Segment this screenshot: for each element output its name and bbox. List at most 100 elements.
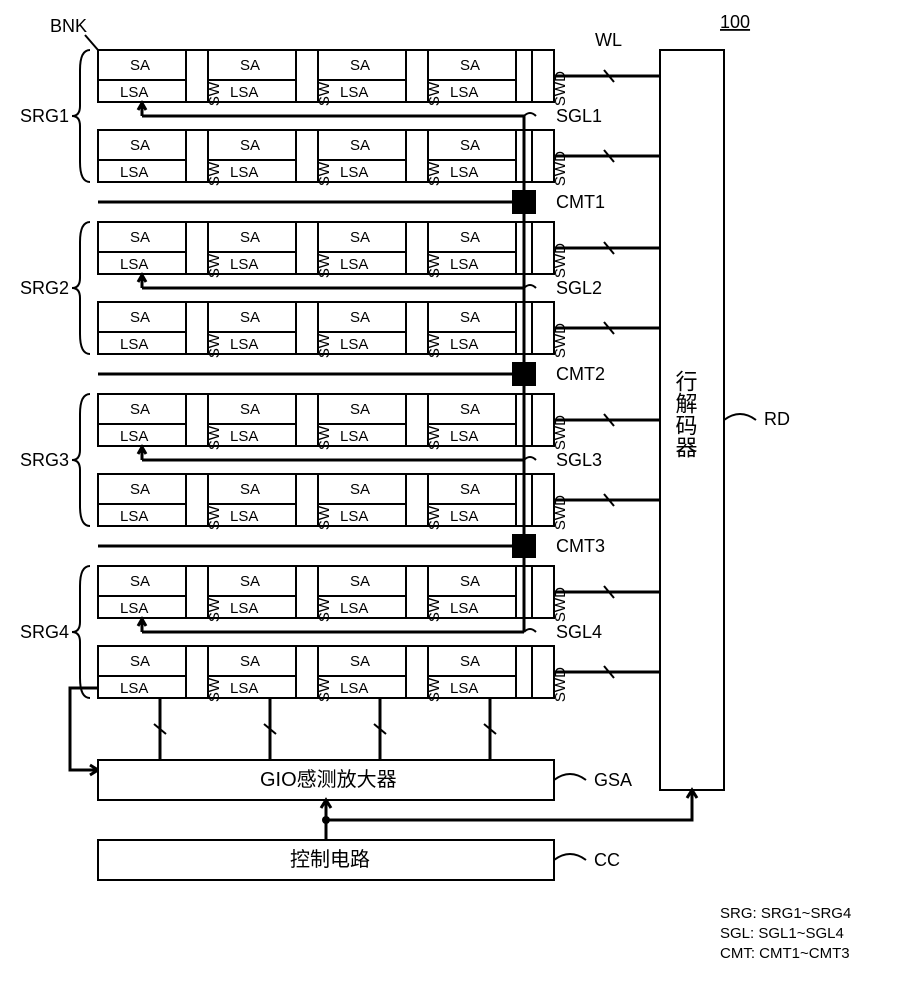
sa-cell: SA (460, 229, 480, 246)
subrow-8: SA SWD SA SWD SA SWD SA SWD LSA LSA LSA … (98, 646, 569, 702)
cc-label: CC (594, 850, 620, 870)
brace-srg1 (72, 50, 90, 182)
lsa-cell: LSA (120, 508, 148, 525)
lsa-cell: LSA (120, 256, 148, 273)
row-decoder-text: 行解码器 (673, 370, 698, 458)
srg2-label: SRG2 (20, 278, 69, 298)
subrow-2: SA SWD SA SWD SA SWD SA SWD LSA LSA LSA … (98, 130, 569, 186)
subrow-3: SA SWD SA SWD SA SWD SA SWD LSA LSA LSA … (98, 222, 569, 278)
sa-cell: SA (350, 57, 370, 74)
cmt3-label: CMT3 (556, 536, 605, 556)
lsa-cell: LSA (230, 84, 258, 101)
lsa-cell: LSA (340, 84, 368, 101)
lsa-cell: LSA (340, 164, 368, 181)
srg3-label: SRG3 (20, 450, 69, 470)
lsa-cell: LSA (450, 600, 478, 617)
brace-srg4 (72, 566, 90, 698)
lsa-cell: LSA (450, 680, 478, 697)
sa-cell: SA (130, 309, 150, 326)
sa-cell: SA (130, 401, 150, 418)
brace-srg3 (72, 394, 90, 526)
lsa-cell: LSA (340, 256, 368, 273)
lsa-cell: LSA (120, 428, 148, 445)
sa-cell: SA (460, 401, 480, 418)
sa-cell: SA (130, 481, 150, 498)
sa-cell: SA (460, 653, 480, 670)
lsa-cell: LSA (120, 336, 148, 353)
lsa-cell: LSA (450, 508, 478, 525)
sa-cell: SA (460, 137, 480, 154)
sa-cell: SA (240, 57, 260, 74)
sa-cell: SA (460, 573, 480, 590)
cc-text: 控制电路 (290, 848, 370, 871)
sa-cell: SA (130, 229, 150, 246)
lsa-cell: LSA (450, 164, 478, 181)
fig-number: 100 (720, 12, 750, 32)
sgl4-line (138, 619, 536, 632)
feedback-line (70, 688, 98, 770)
sa-cell: SA (460, 57, 480, 74)
sa-cell: SA (130, 653, 150, 670)
sa-cell: SA (350, 401, 370, 418)
lsa-cell: LSA (450, 84, 478, 101)
brace-srg2 (72, 222, 90, 354)
lsa-cell: LSA (340, 428, 368, 445)
sa-cell: SA (460, 481, 480, 498)
subrow-4: SA SWD SA SWD SA SWD SA SWD LSA LSA LSA … (98, 302, 569, 358)
sgl3-line (138, 447, 536, 460)
legend-line-3: CMT: CMT1~CMT3 (720, 945, 850, 962)
subrow-1: SA SWD SA SWD SA SWD SA SWD LSA LSA LSA … (98, 50, 569, 106)
sa-cell: SA (350, 229, 370, 246)
lsa-cell: LSA (230, 680, 258, 697)
sgl2-line (138, 275, 536, 288)
lsa-cell: LSA (230, 428, 258, 445)
sa-cell: SA (130, 137, 150, 154)
wl-label: WL (595, 30, 622, 50)
sa-cell: SA (240, 309, 260, 326)
lsa-cell: LSA (230, 600, 258, 617)
sgl1-label: SGL1 (556, 106, 602, 126)
lsa-cell: LSA (120, 600, 148, 617)
sa-cell: SA (130, 57, 150, 74)
lsa-cell: LSA (230, 508, 258, 525)
sa-cell: SA (350, 573, 370, 590)
sa-cell: SA (240, 229, 260, 246)
srg4-label: SRG4 (20, 622, 69, 642)
srg1-label: SRG1 (20, 106, 69, 126)
sa-cell: SA (350, 137, 370, 154)
legend-line-1: SRG: SRG1~SRG4 (720, 905, 851, 922)
sgl4-label: SGL4 (556, 622, 602, 642)
lsa-cell: LSA (230, 336, 258, 353)
lsa-cell: LSA (340, 600, 368, 617)
cmt1-label: CMT1 (556, 192, 605, 212)
sgl2-label: SGL2 (556, 278, 602, 298)
sa-cell: SA (240, 137, 260, 154)
subrow-6: SA SWD SA SWD SA SWD SA SWD LSA LSA LSA … (98, 474, 569, 530)
sa-cell: SA (130, 573, 150, 590)
lsa-cell: LSA (120, 84, 148, 101)
sa-cell: SA (240, 481, 260, 498)
sgl3-label: SGL3 (556, 450, 602, 470)
subrow-7: SA SWD SA SWD SA SWD SA SWD LSA LSA LSA … (98, 566, 569, 622)
sa-cell: SA (460, 309, 480, 326)
lsa-cell: LSA (450, 336, 478, 353)
rd-leader (724, 414, 756, 420)
sa-cell: SA (240, 573, 260, 590)
subrow-5: SA SWD SA SWD SA SWD SA SWD LSA LSA LSA … (98, 394, 569, 450)
gsa-label: GSA (594, 770, 632, 790)
sgl1-line (138, 103, 536, 116)
lsa-cell: LSA (230, 256, 258, 273)
gsa-leader (554, 774, 586, 780)
lsa-cell: LSA (340, 680, 368, 697)
gsa-text: GIO感测放大器 (260, 768, 397, 791)
sa-cell: SA (350, 309, 370, 326)
sa-cell: SA (240, 653, 260, 670)
lsa-cell: LSA (450, 428, 478, 445)
lsa-cell: LSA (340, 508, 368, 525)
bnk-leader (85, 35, 98, 50)
lsa-cell: LSA (340, 336, 368, 353)
sa-cell: SA (240, 401, 260, 418)
bank-to-gsa-lines (154, 698, 496, 760)
legend-line-2: SGL: SGL1~SGL4 (720, 925, 844, 942)
memory-bank-diagram: 100 BNK SA SWD SA SWD SA SWD SA SWD LSA … (0, 0, 898, 1000)
